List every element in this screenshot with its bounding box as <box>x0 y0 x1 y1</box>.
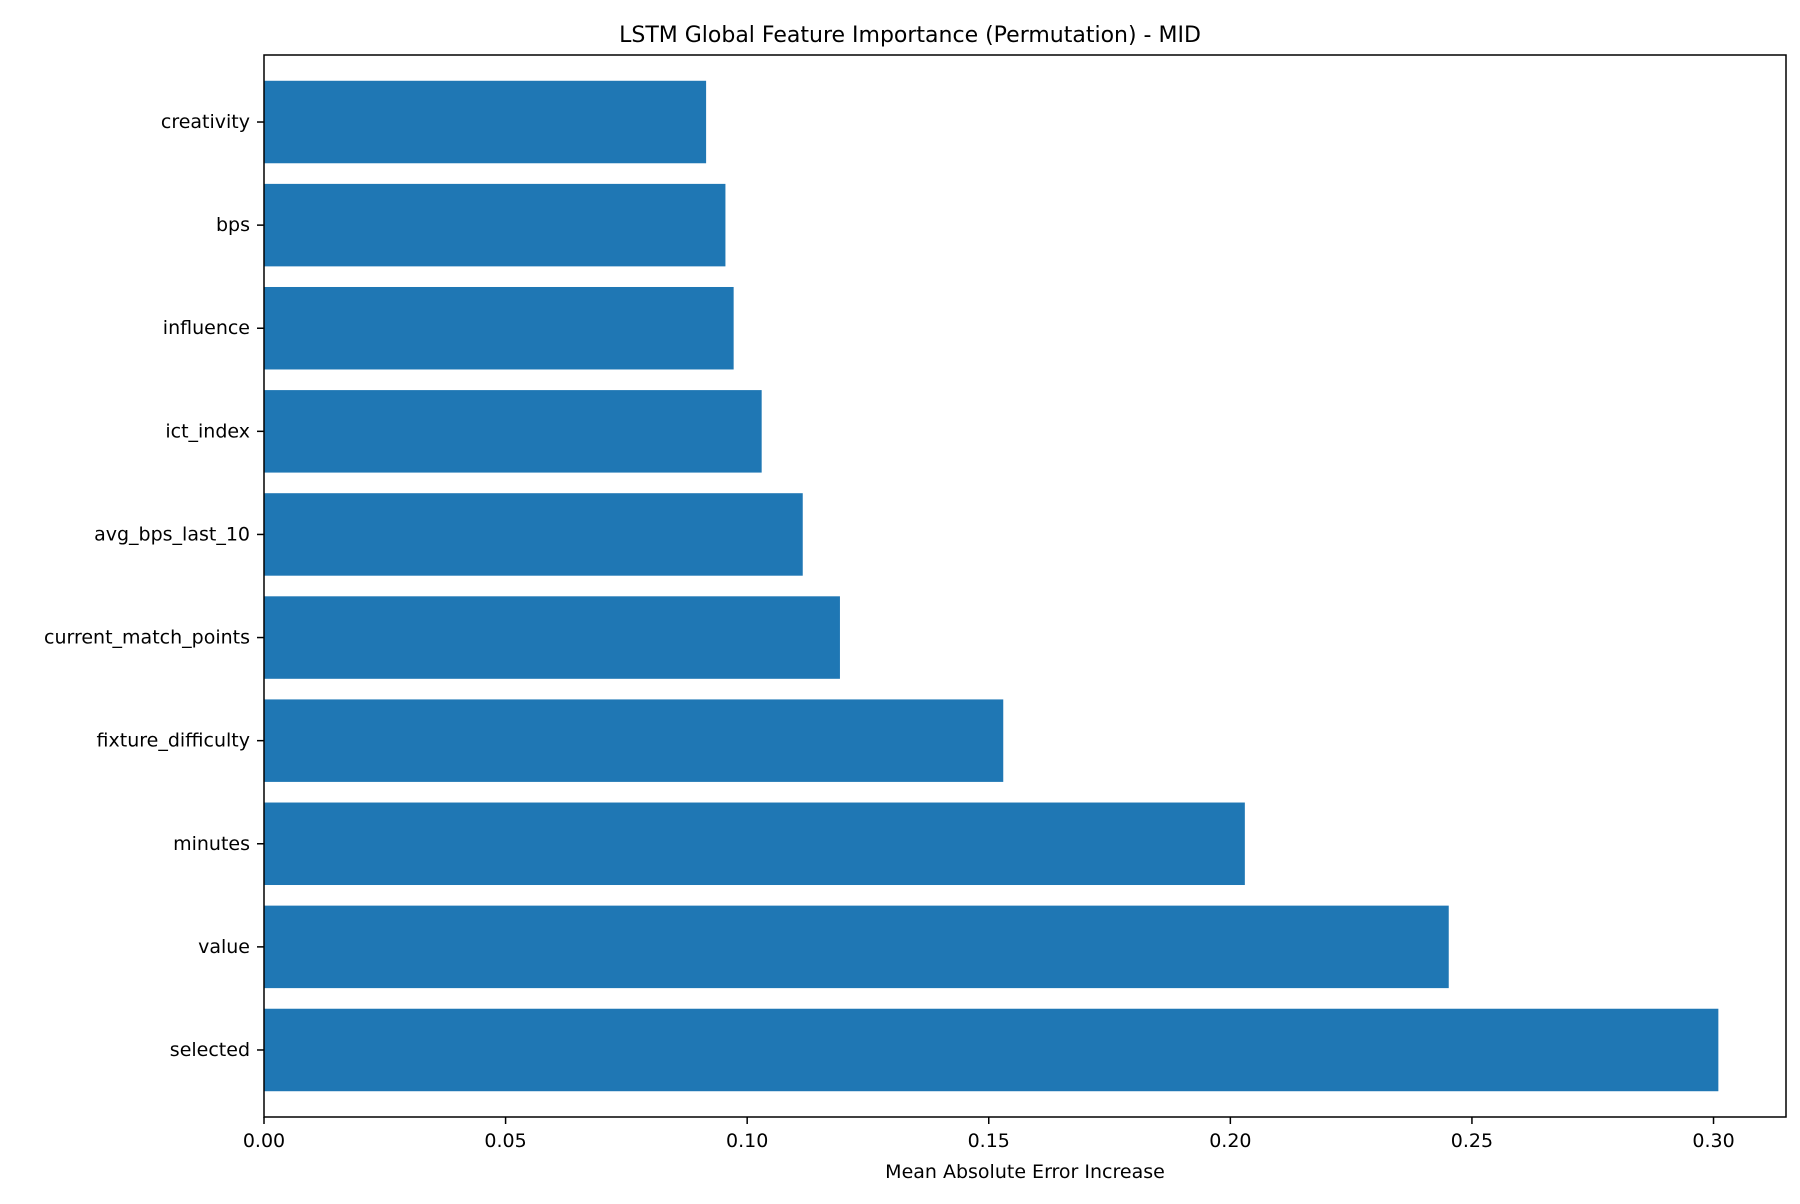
x-tick-label: 0.05 <box>484 1130 526 1152</box>
y-tick-label: fixture_difficulty <box>97 730 250 752</box>
bar-current-match-points <box>264 596 840 679</box>
x-tick-label: 0.10 <box>726 1130 768 1152</box>
y-axis: creativity bps influence ict_index avg_bps_l… <box>44 111 264 1061</box>
x-tick-label: 0.20 <box>1209 1130 1251 1152</box>
x-tick-label: 0.15 <box>968 1130 1010 1152</box>
bar-minutes <box>264 802 1245 886</box>
bars-group <box>264 80 1719 1092</box>
bar-selected <box>264 1008 1719 1092</box>
y-tick-label: influence <box>163 317 250 339</box>
x-tick-label: 0.30 <box>1692 1130 1734 1152</box>
bar-creativity <box>264 80 707 164</box>
y-tick-label: creativity <box>161 111 250 133</box>
x-tick-label: 0.25 <box>1451 1130 1493 1152</box>
bar-ict-index <box>264 390 762 473</box>
x-axis-label: Mean Absolute Error Increase <box>885 1161 1165 1183</box>
bar-influence <box>264 286 734 370</box>
y-tick-label: bps <box>216 214 250 236</box>
bar-avg-bps-last-10 <box>264 493 803 576</box>
y-tick-label: ict_index <box>165 420 250 442</box>
bar-fixture-difficulty <box>264 699 1004 782</box>
bar-value <box>264 905 1449 989</box>
bar-bps <box>264 183 726 267</box>
y-tick-label: current_match_points <box>44 627 250 649</box>
y-tick-label: value <box>198 936 250 958</box>
plot-frame <box>263 54 1787 1118</box>
y-tick-label: avg_bps_last_10 <box>94 523 250 545</box>
x-tick-label: 0.00 <box>243 1130 285 1152</box>
y-tick-label: selected <box>170 1039 250 1061</box>
x-axis: 0.00 0.05 0.10 0.15 0.20 0.25 0.30 <box>243 1117 1735 1152</box>
y-tick-label: minutes <box>173 833 250 855</box>
chart-title: LSTM Global Feature Importance (Permutat… <box>619 23 1201 48</box>
